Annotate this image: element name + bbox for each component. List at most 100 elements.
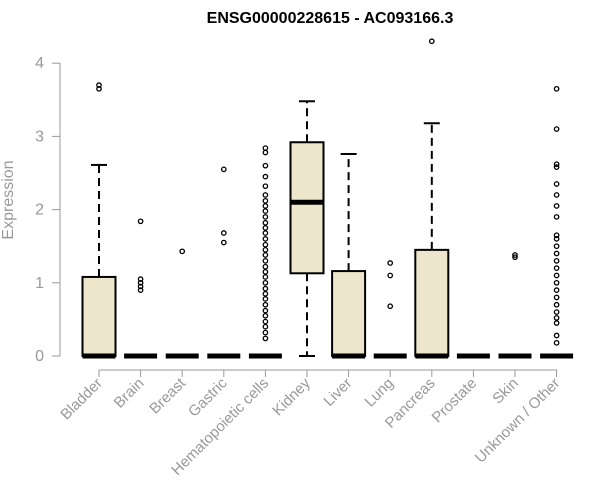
x-tick-label: Prostate: [429, 375, 481, 427]
outlier-point: [137, 279, 144, 286]
outlier-point: [262, 145, 269, 151]
outlier-point: [262, 230, 269, 236]
box-group: [248, 145, 282, 359]
outlier-point: [96, 82, 102, 89]
outlier-point: [553, 320, 560, 326]
outlier-point: [262, 162, 269, 169]
outlier-point: [553, 272, 560, 279]
outlier-point: [553, 232, 560, 239]
outlier-point: [387, 303, 394, 310]
y-tick-label: 2: [35, 202, 44, 219]
box-group: [124, 218, 158, 359]
box-group: [207, 166, 241, 359]
outlier-point: [262, 312, 269, 319]
outlier-point: [553, 257, 560, 264]
box-body: [414, 248, 450, 357]
y-tick-label: 1: [35, 275, 44, 292]
outlier-point: [262, 192, 269, 198]
outlier-point: [262, 247, 269, 253]
outlier-point: [262, 236, 269, 242]
outlier-point: [220, 166, 227, 173]
y-ticks: 0 1 2 3 4: [35, 55, 60, 365]
outlier-point: [96, 85, 102, 92]
outlier-point: [553, 236, 560, 242]
box-group: [498, 252, 532, 359]
outlier-point: [262, 208, 269, 214]
x-tick-label: Kidney: [269, 374, 314, 419]
box-group: [289, 100, 325, 357]
outlier-point: [553, 214, 560, 220]
y-tick-label: 3: [35, 128, 44, 145]
outlier-point: [137, 218, 144, 225]
outlier-point: [179, 248, 186, 255]
chart-title: ENSG00000228615 - AC093166.3: [207, 10, 454, 27]
box-group: [373, 260, 407, 359]
outlier-point: [137, 283, 144, 290]
outlier-point: [553, 192, 560, 198]
outlier-point: [553, 315, 560, 321]
outlier-point: [512, 252, 518, 258]
boxes: [81, 38, 574, 359]
outlier-point: [262, 318, 269, 325]
outlier-point: [262, 203, 269, 209]
outlier-point: [553, 294, 560, 301]
outlier-point: [553, 161, 560, 168]
x-tick-label: Breast: [146, 374, 189, 417]
outlier-point: [262, 274, 269, 280]
x-tick-label: Lung: [361, 375, 397, 411]
outlier-point: [553, 265, 560, 272]
outlier-point: [262, 214, 269, 220]
outlier-point: [137, 287, 144, 293]
outlier-point: [553, 339, 560, 346]
box-group: [81, 82, 117, 359]
outlier-point: [553, 250, 560, 257]
outlier-point: [262, 252, 269, 258]
x-tick-label: Liver: [320, 375, 355, 410]
outlier-point: [553, 243, 560, 250]
outlier-point: [262, 290, 269, 297]
outlier-point: [262, 279, 269, 286]
outlier-point: [262, 323, 269, 330]
box-group: [331, 152, 367, 359]
outlier-point: [553, 332, 560, 339]
y-tick-label: 0: [35, 348, 44, 365]
outlier-point: [387, 260, 394, 266]
outlier-point: [553, 203, 560, 209]
outlier-point: [220, 239, 227, 246]
box-body: [289, 141, 325, 275]
outlier-point: [262, 149, 269, 156]
outlier-point: [220, 230, 227, 236]
outlier-point: [553, 287, 560, 293]
outlier-point: [262, 241, 269, 248]
outlier-point: [262, 173, 269, 180]
outlier-point: [553, 85, 560, 92]
y-axis-label: Expression: [0, 160, 17, 239]
outlier-point: [262, 285, 269, 292]
outlier-point: [553, 181, 560, 187]
x-tick-label: Skin: [489, 375, 522, 408]
outlier-point: [387, 272, 394, 279]
outlier-point: [262, 335, 269, 342]
outlier-point: [428, 38, 435, 45]
outlier-point: [553, 309, 560, 315]
box-body: [81, 275, 117, 357]
box-body: [331, 270, 367, 358]
x-tick-label: Bladder: [57, 375, 106, 424]
outlier-point: [553, 279, 560, 286]
outlier-point: [553, 301, 560, 308]
outlier-point: [512, 254, 518, 261]
outlier-point: [262, 268, 269, 275]
outlier-point: [262, 296, 269, 302]
y-tick-label: 4: [35, 55, 44, 72]
outlier-point: [262, 307, 269, 314]
box-group: [540, 85, 574, 359]
outlier-point: [137, 276, 144, 282]
outlier-point: [553, 164, 560, 170]
outlier-point: [262, 257, 269, 264]
outlier-point: [262, 183, 269, 190]
outlier-point: [553, 126, 560, 132]
outlier-point: [262, 197, 269, 204]
outlier-point: [262, 329, 269, 336]
